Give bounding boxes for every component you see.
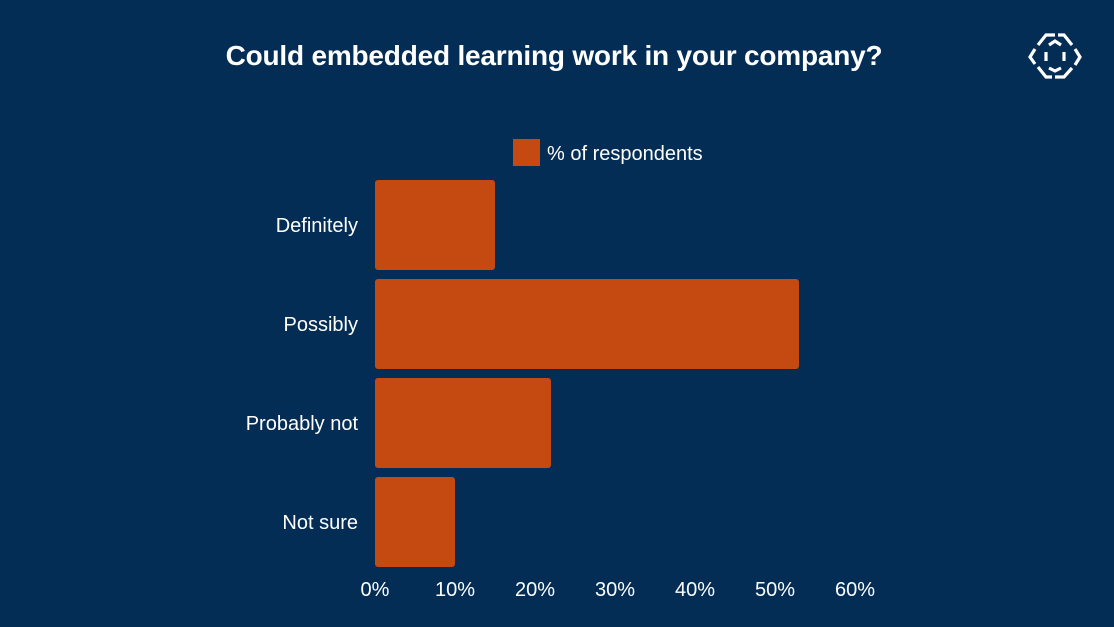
- category-label: Definitely: [276, 215, 358, 237]
- x-axis-ticks: 0% 10% 20% 30% 40% 50% 60%: [361, 579, 876, 601]
- category-labels: Definitely Possibly Probably not Not sure: [246, 215, 359, 534]
- bar-definitely: [375, 180, 495, 270]
- category-label: Possibly: [284, 314, 358, 336]
- legend-label: % of respondents: [547, 143, 703, 165]
- x-tick-label: 10%: [435, 579, 475, 601]
- bar-possibly: [375, 279, 799, 369]
- x-tick-label: 0%: [361, 579, 390, 601]
- bars: [375, 180, 799, 567]
- x-tick-label: 30%: [595, 579, 635, 601]
- chart-title: Could embedded learning work in your com…: [225, 40, 883, 71]
- bar-probably-not: [375, 378, 551, 468]
- category-label: Not sure: [282, 512, 358, 534]
- x-tick-label: 50%: [755, 579, 795, 601]
- x-tick-label: 40%: [675, 579, 715, 601]
- legend-swatch: [513, 139, 540, 166]
- bar-not-sure: [375, 477, 455, 567]
- hexagon-arrows-logo-icon: [1028, 33, 1082, 79]
- x-tick-label: 60%: [835, 579, 875, 601]
- chart-legend: % of respondents: [513, 139, 703, 166]
- category-label: Probably not: [246, 413, 359, 435]
- x-tick-label: 20%: [515, 579, 555, 601]
